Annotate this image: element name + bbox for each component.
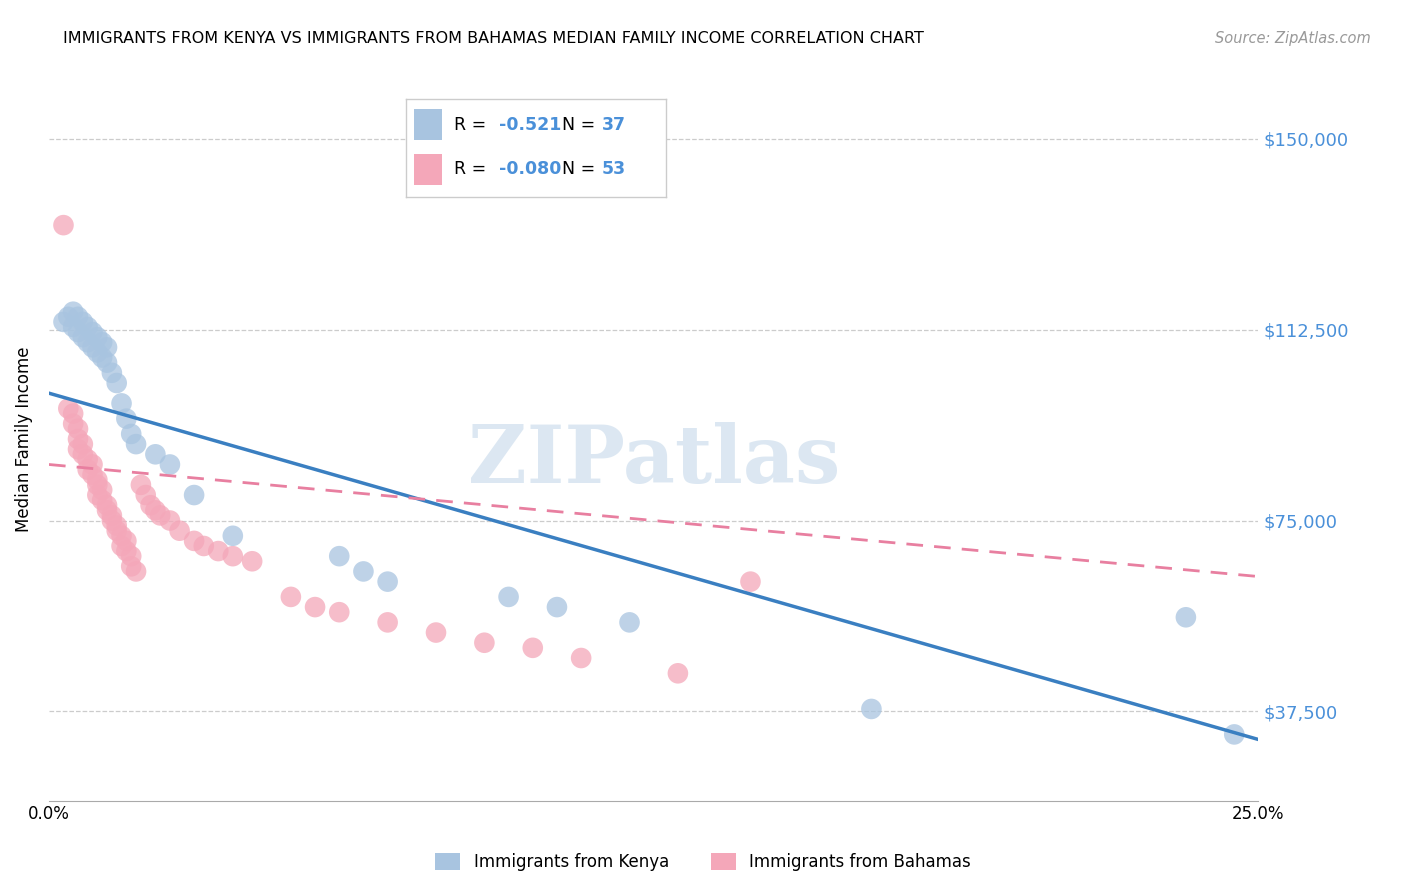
Point xyxy=(159,458,181,472)
Point xyxy=(82,325,104,339)
Point xyxy=(62,304,84,318)
Point xyxy=(115,411,138,425)
Point xyxy=(96,356,118,370)
Point xyxy=(76,320,98,334)
Point xyxy=(66,325,89,339)
Point xyxy=(86,488,108,502)
Point xyxy=(96,340,118,354)
Point xyxy=(76,462,98,476)
Point xyxy=(149,508,172,523)
Point xyxy=(377,574,399,589)
Point xyxy=(101,508,124,523)
Point xyxy=(62,407,84,421)
Point xyxy=(86,345,108,359)
Point xyxy=(52,218,75,232)
Point xyxy=(328,605,350,619)
Legend: Immigrants from Kenya, Immigrants from Bahamas: Immigrants from Kenya, Immigrants from B… xyxy=(427,845,979,880)
Point xyxy=(569,651,592,665)
Point xyxy=(222,549,245,564)
Point xyxy=(740,574,762,589)
Point xyxy=(72,437,94,451)
Point xyxy=(135,488,157,502)
Point xyxy=(62,417,84,431)
Point xyxy=(207,544,229,558)
Point xyxy=(72,330,94,344)
Point xyxy=(66,432,89,446)
Text: Source: ZipAtlas.com: Source: ZipAtlas.com xyxy=(1215,31,1371,46)
Point xyxy=(240,554,263,568)
Point xyxy=(115,533,138,548)
Point xyxy=(619,615,641,630)
Point xyxy=(96,498,118,512)
Point xyxy=(82,467,104,482)
Point xyxy=(860,702,883,716)
Point xyxy=(82,458,104,472)
Point xyxy=(91,483,114,497)
Point xyxy=(183,488,205,502)
Point xyxy=(91,493,114,508)
Point xyxy=(145,503,167,517)
Point xyxy=(110,529,132,543)
Point xyxy=(101,366,124,380)
Point xyxy=(1223,727,1246,741)
Point xyxy=(115,544,138,558)
Point xyxy=(1174,610,1197,624)
Point xyxy=(222,529,245,543)
Point xyxy=(96,503,118,517)
Point xyxy=(498,590,520,604)
Point xyxy=(66,422,89,436)
Point xyxy=(105,376,128,390)
Point xyxy=(105,518,128,533)
Point xyxy=(304,600,326,615)
Point xyxy=(125,565,148,579)
Point xyxy=(145,447,167,461)
Point xyxy=(377,615,399,630)
Point xyxy=(125,437,148,451)
Point xyxy=(101,514,124,528)
Point xyxy=(58,401,80,416)
Point xyxy=(58,310,80,324)
Point xyxy=(129,478,152,492)
Point xyxy=(120,549,142,564)
Point xyxy=(110,539,132,553)
Point xyxy=(72,447,94,461)
Point xyxy=(66,310,89,324)
Point xyxy=(110,396,132,410)
Point xyxy=(120,559,142,574)
Point xyxy=(352,565,374,579)
Point xyxy=(62,320,84,334)
Point xyxy=(159,514,181,528)
Point xyxy=(193,539,215,553)
Point xyxy=(120,426,142,441)
Point xyxy=(169,524,191,538)
Point xyxy=(52,315,75,329)
Point xyxy=(82,340,104,354)
Text: IMMIGRANTS FROM KENYA VS IMMIGRANTS FROM BAHAMAS MEDIAN FAMILY INCOME CORRELATIO: IMMIGRANTS FROM KENYA VS IMMIGRANTS FROM… xyxy=(63,31,924,46)
Point xyxy=(76,335,98,350)
Point xyxy=(280,590,302,604)
Point xyxy=(474,636,496,650)
Point xyxy=(522,640,544,655)
Point xyxy=(91,335,114,350)
Y-axis label: Median Family Income: Median Family Income xyxy=(15,346,32,532)
Point xyxy=(183,533,205,548)
Point xyxy=(139,498,162,512)
Point xyxy=(66,442,89,457)
Text: ZIPatlas: ZIPatlas xyxy=(468,422,839,500)
Point xyxy=(666,666,689,681)
Point xyxy=(72,315,94,329)
Point xyxy=(328,549,350,564)
Point xyxy=(86,473,108,487)
Point xyxy=(546,600,568,615)
Point xyxy=(76,452,98,467)
Point xyxy=(86,330,108,344)
Point xyxy=(425,625,447,640)
Point xyxy=(91,351,114,365)
Point xyxy=(86,478,108,492)
Point xyxy=(105,524,128,538)
